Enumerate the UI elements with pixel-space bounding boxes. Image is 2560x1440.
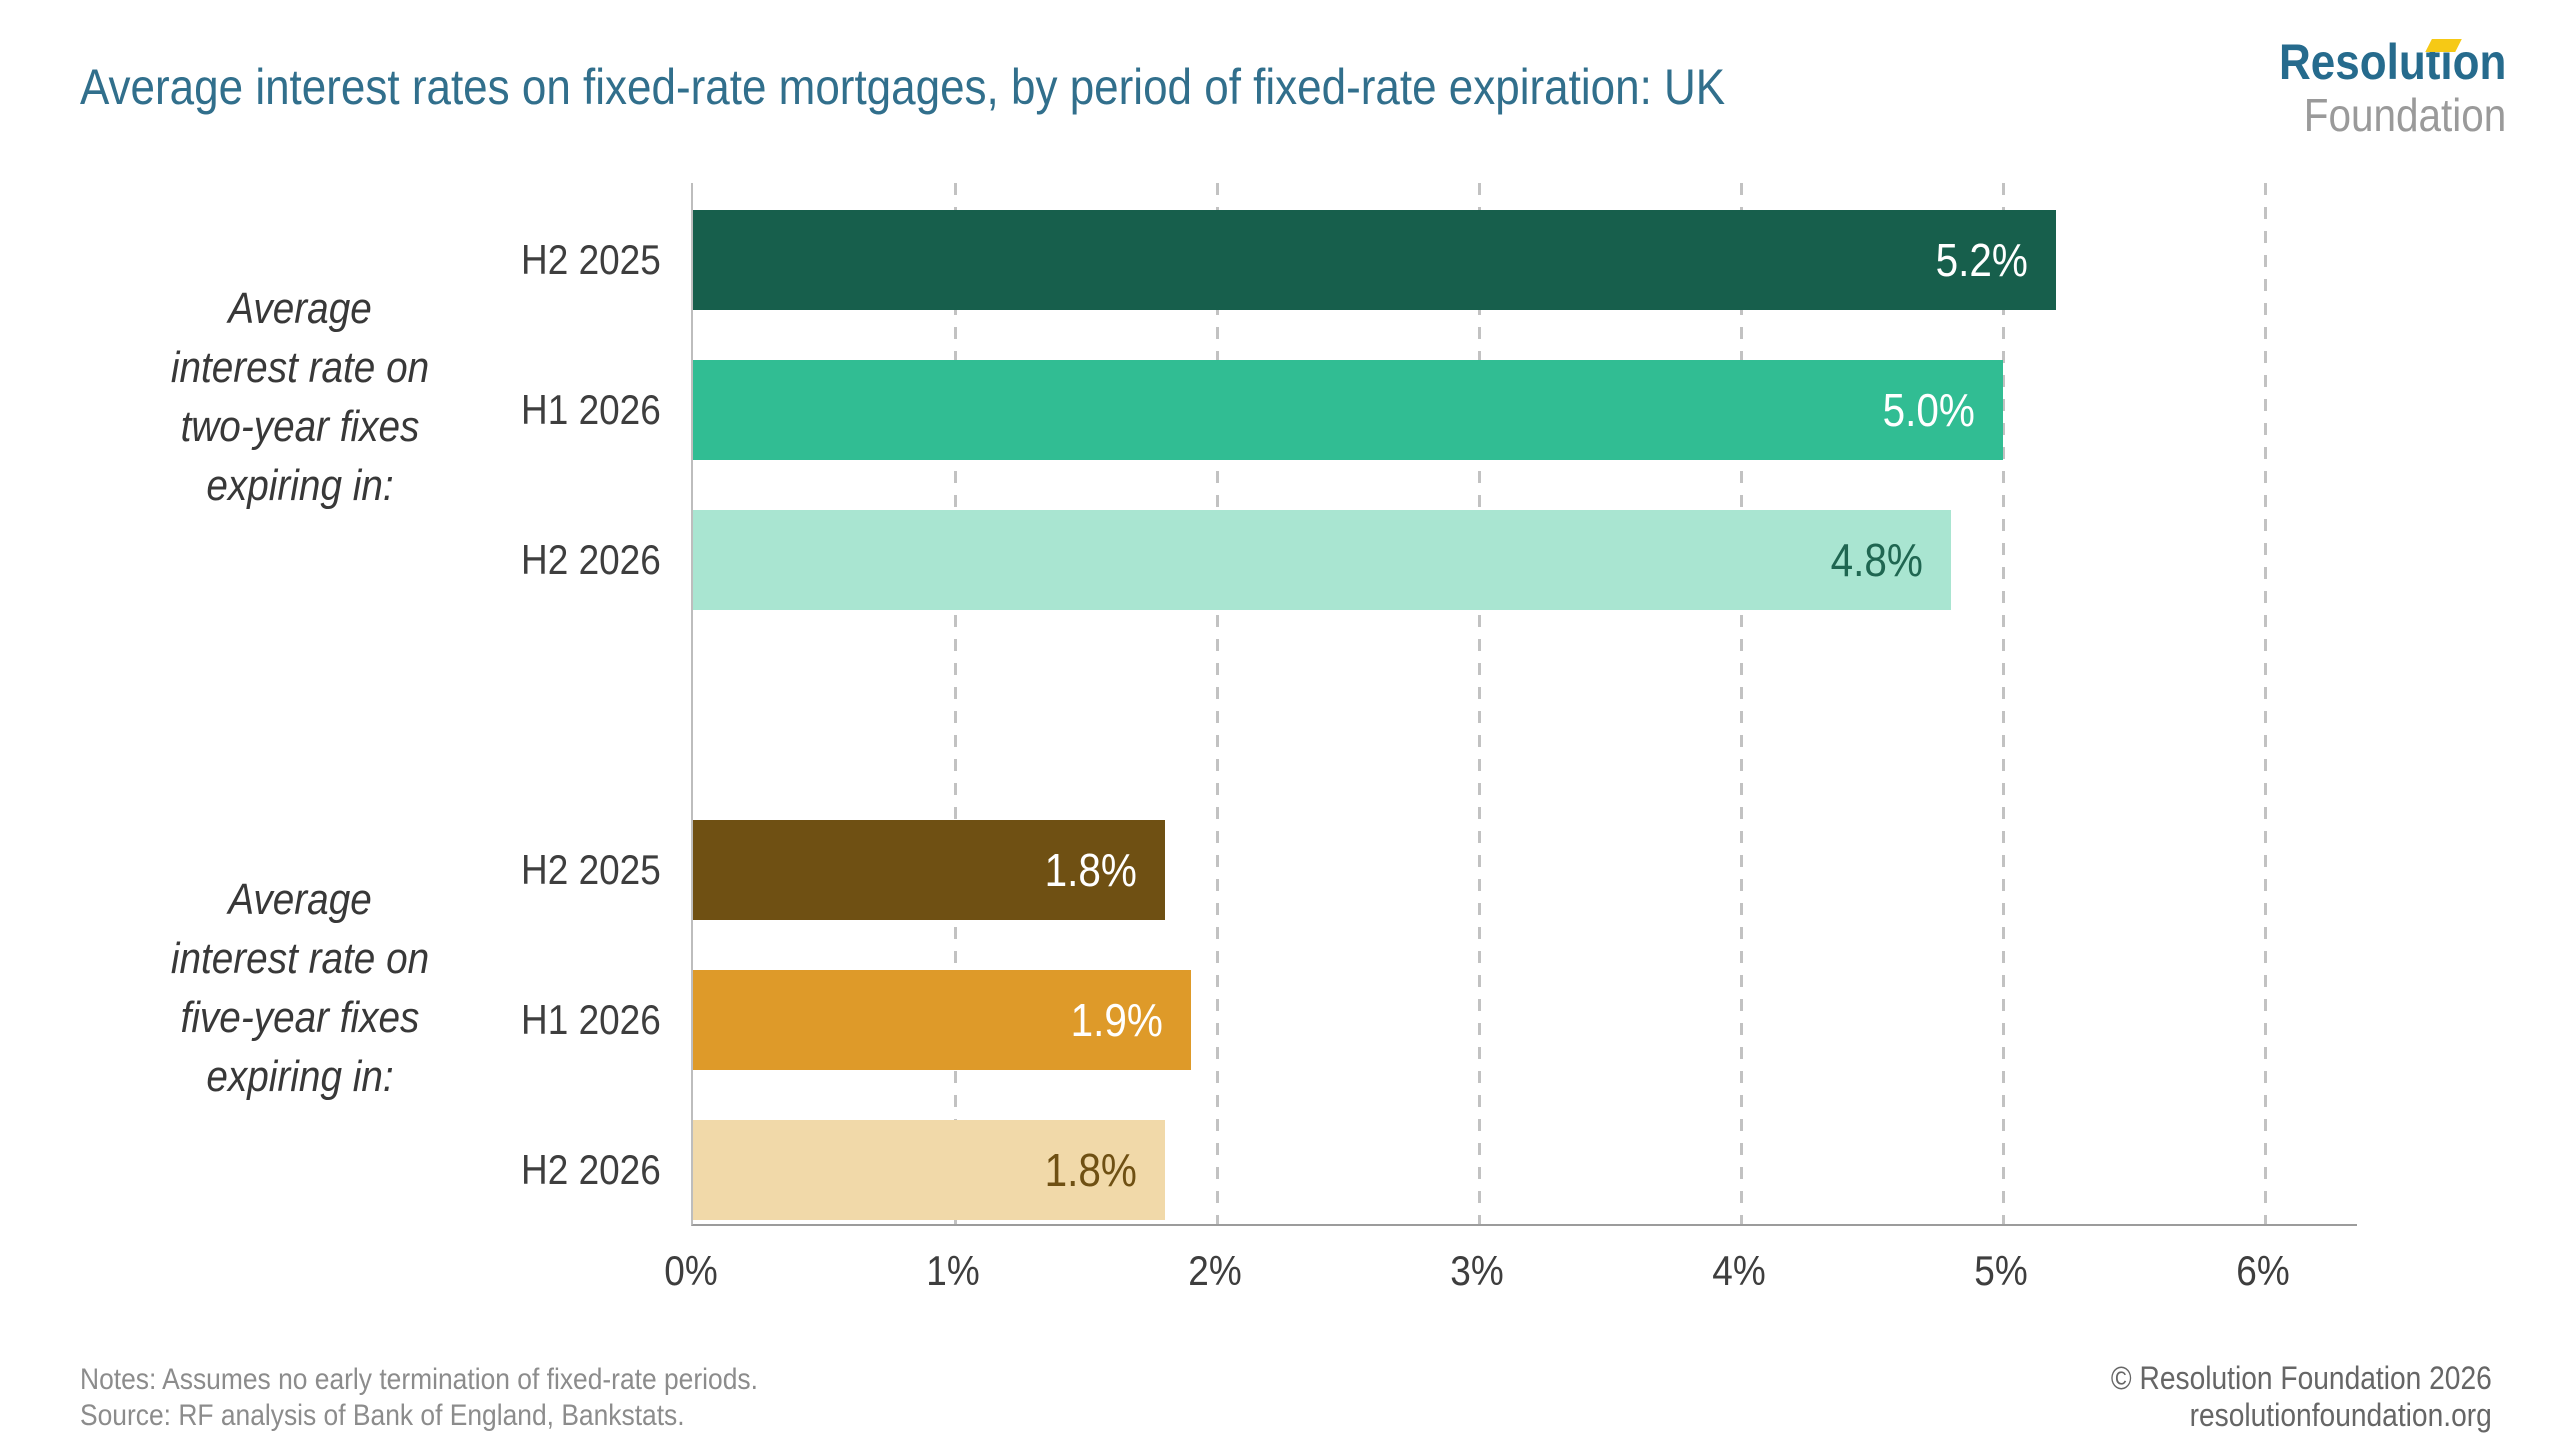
gridline-2%	[1216, 183, 1220, 1224]
x-tick-label: 6%	[2236, 1247, 2290, 1294]
bar-category-text: H2 2025	[521, 846, 661, 893]
website-line: resolutionfoundation.org	[2189, 1397, 2492, 1433]
x-tick-label: 1%	[926, 1247, 980, 1294]
bar-category-text: H2 2026	[521, 1146, 661, 1193]
x-tick-label: 5%	[1974, 1247, 2028, 1294]
bar: 4.8%	[693, 510, 1951, 610]
group-label-line: expiring in:	[206, 1052, 394, 1101]
bar: 5.2%	[693, 210, 2056, 310]
bar-value-label: 1.8%	[1032, 1120, 1137, 1220]
bar-value-label: 4.8%	[1818, 510, 1923, 610]
gridline-4%	[1740, 183, 1744, 1224]
bar: 1.8%	[693, 1120, 1165, 1220]
bar-category-label: H2 2026	[0, 1144, 661, 1196]
bar-category-text: H1 2026	[521, 386, 661, 433]
logo-text-resolution: Resolution	[2278, 34, 2506, 90]
bar: 1.9%	[693, 970, 1191, 1070]
bar-value-text: 5.2%	[1935, 234, 2028, 286]
gridline-5%	[2002, 183, 2006, 1224]
logo-wordmark-resolution: Resolution	[2279, 34, 2506, 90]
bar-value-text: 4.8%	[1830, 534, 1923, 586]
gridline-3%	[1478, 183, 1482, 1224]
group-label-line: interest rate on	[170, 343, 430, 392]
footer-notes: Notes: Assumes no early termination of f…	[80, 1362, 850, 1434]
logo-text-foundation: Foundation	[2303, 89, 2506, 141]
bar-group-label: Average interest rate on five-year fixes ex…	[89, 870, 511, 1106]
group-label-line: expiring in:	[206, 461, 394, 510]
bar-value-label: 5.2%	[1923, 210, 2028, 310]
group-label-line: two-year fixes	[180, 402, 420, 451]
chart-title: Average interest rates on fixed-rate mor…	[80, 59, 1726, 115]
footer-credit: © Resolution Foundation 2026 resolutionf…	[2059, 1360, 2492, 1434]
group-label-line: interest rate on	[170, 934, 430, 983]
bar-category-label: H2 2026	[0, 534, 661, 586]
bar-category-text: H2 2025	[521, 236, 661, 283]
plot-area: 5.2% 5.0% 4.8% 1.8% 1.9% 1.8%	[691, 183, 2357, 1226]
bar-category-label: H2 2025	[0, 844, 661, 896]
x-tick-label: 2%	[1188, 1247, 1242, 1294]
x-tick-label: 0%	[664, 1247, 718, 1294]
bar-group-label: Average interest rate on two-year fixes exp…	[89, 279, 511, 515]
source-line: Source: RF analysis of Bank of England, …	[80, 1399, 685, 1432]
bar-value-text: 1.9%	[1070, 994, 1163, 1046]
group-label-line: Average	[228, 284, 372, 333]
bar: 5.0%	[693, 360, 2004, 460]
resolution-foundation-logo: Resolution Foundation	[2248, 34, 2506, 140]
bar-value-text: 1.8%	[1044, 844, 1137, 896]
bar-value-label: 5.0%	[1870, 360, 1975, 460]
group-label-line: Average	[228, 875, 372, 924]
gridline-1%	[954, 183, 958, 1224]
copyright-line: © Resolution Foundation 2026	[2111, 1360, 2492, 1396]
bar-category-label: H1 2026	[0, 994, 661, 1046]
bar: 1.8%	[693, 820, 1165, 920]
bar-value-text: 5.0%	[1882, 384, 1976, 436]
x-tick-label: 3%	[1450, 1247, 1504, 1294]
bar-category-label: H1 2026	[0, 384, 661, 436]
bar-category-label: H2 2025	[0, 234, 661, 286]
gridline-6%	[2264, 183, 2268, 1224]
notes-line: Notes: Assumes no early termination of f…	[80, 1363, 758, 1396]
group-label-line: five-year fixes	[180, 993, 420, 1042]
bar-value-label: 1.9%	[1058, 970, 1163, 1070]
x-tick-label: 4%	[1712, 1247, 1766, 1294]
bar-value-text: 1.8%	[1044, 1144, 1137, 1196]
bar-value-label: 1.8%	[1032, 820, 1137, 920]
bar-category-text: H1 2026	[521, 996, 661, 1043]
bar-category-text: H2 2026	[521, 536, 661, 583]
